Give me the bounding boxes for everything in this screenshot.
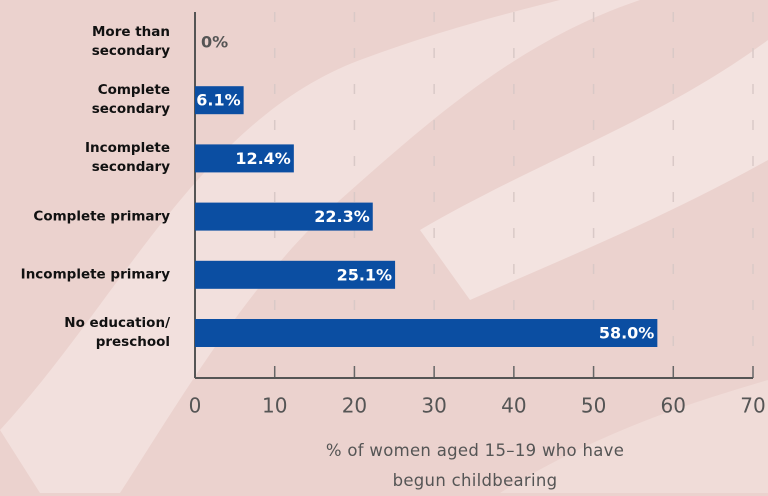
y-tick-label: Complete primary <box>33 208 170 225</box>
value-label: 12.4% <box>235 149 291 168</box>
x-axis-label: % of women aged 15–19 who have begun chi… <box>325 441 625 490</box>
y-tick-label: Complete secondary <box>91 82 170 118</box>
background-wave <box>0 0 640 493</box>
x-tick-label: 50 <box>581 394 606 418</box>
value-label: 58.0% <box>599 324 655 343</box>
x-tick-label: 70 <box>740 394 765 418</box>
x-tick-label: 10 <box>262 394 287 418</box>
x-tick-label: 30 <box>421 394 446 418</box>
x-tick-label: 20 <box>342 394 367 418</box>
background-wave <box>500 380 768 493</box>
x-tick-label: 40 <box>501 394 526 418</box>
y-tick-label: Incomplete primary <box>20 266 170 283</box>
background-wave <box>420 40 768 300</box>
bar <box>195 319 658 347</box>
y-tick-label: Incomplete secondary <box>84 140 170 176</box>
y-tick-label: More than secondary <box>91 24 170 59</box>
y-tick-label: No education/ preschool <box>64 315 170 350</box>
bar <box>195 144 294 173</box>
value-label: 22.3% <box>314 207 370 226</box>
x-tick-label: 60 <box>661 394 686 418</box>
bar <box>195 260 396 289</box>
value-label: 6.1% <box>196 91 240 110</box>
value-label: 25.1% <box>337 265 393 284</box>
bar <box>195 202 373 231</box>
bar <box>195 86 244 115</box>
value-label: 0% <box>201 33 228 52</box>
x-tick-label: 0 <box>189 394 202 418</box>
